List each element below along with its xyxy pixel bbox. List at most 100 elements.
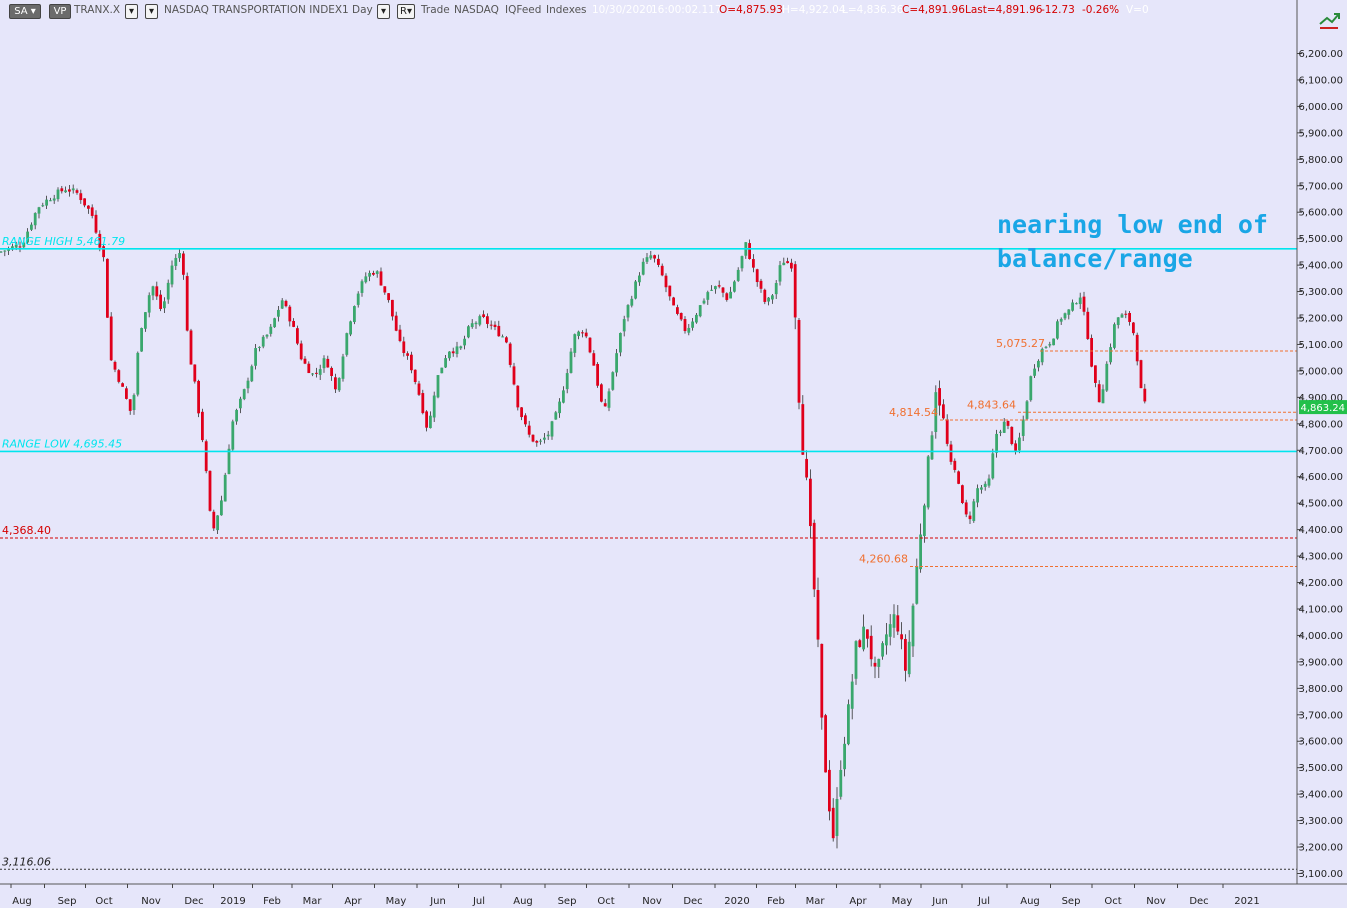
candle <box>1025 399 1029 420</box>
candle-body <box>117 370 121 382</box>
x-tick-label: 2019 <box>220 896 245 907</box>
candle-body <box>459 346 463 349</box>
x-tick-label: 2021 <box>1234 896 1259 907</box>
candle-body <box>869 635 873 660</box>
candle <box>1113 322 1116 350</box>
time-axis[interactable]: Aug Sep Oct Nov Dec 2019 Feb Mar Apr May Jun Jul Aug… <box>0 883 1347 907</box>
candle <box>432 391 436 422</box>
candle-body <box>1097 384 1101 403</box>
candle-body <box>470 323 474 328</box>
candle-body <box>33 213 37 226</box>
candle <box>790 258 793 272</box>
level-4814-group[interactable]: 4,814.54 <box>889 406 1297 421</box>
candle-body <box>30 224 33 230</box>
r-button[interactable]: R▾ <box>397 4 415 19</box>
candle <box>744 242 748 259</box>
candle <box>193 364 197 384</box>
candle-body <box>102 246 105 258</box>
candle <box>493 321 497 331</box>
candle-body <box>1120 314 1124 318</box>
range-high-group[interactable]: RANGE HIGH 5,461.79 <box>0 235 1297 250</box>
candle <box>1029 375 1033 402</box>
candle <box>786 257 789 264</box>
candle-body <box>106 258 109 318</box>
candle-body <box>904 638 907 671</box>
candle-body <box>554 412 558 420</box>
y-tick-label: 4,900.00 <box>1298 393 1343 404</box>
candle <box>444 354 447 369</box>
candle <box>1139 359 1143 389</box>
candle <box>664 273 668 293</box>
level-4260-group[interactable]: 4,260.68 <box>859 552 1297 567</box>
candle <box>987 474 991 488</box>
candle-body <box>774 282 778 295</box>
level-3116-group[interactable]: 3,116.06 <box>0 855 1297 870</box>
candle-body <box>565 373 569 390</box>
candle-body <box>231 421 235 450</box>
sa-button[interactable]: SA ▾ <box>9 4 41 19</box>
candle <box>208 470 212 512</box>
candle-body <box>486 316 489 324</box>
candle <box>603 398 607 407</box>
candle <box>356 291 360 308</box>
candle <box>501 334 504 338</box>
candle <box>531 434 535 443</box>
candle-body <box>736 269 740 281</box>
candle-body <box>885 634 888 646</box>
candle-body <box>630 298 634 306</box>
candle-body <box>1021 419 1025 436</box>
candle <box>22 237 26 249</box>
candle <box>930 431 934 461</box>
candle <box>68 184 71 197</box>
candle <box>801 395 805 456</box>
candle <box>223 472 227 502</box>
candle <box>147 292 151 318</box>
candle <box>573 333 577 358</box>
candle <box>679 312 683 322</box>
candle <box>923 503 926 543</box>
candle <box>326 355 330 368</box>
candle <box>204 439 208 474</box>
candle <box>1128 311 1131 326</box>
candle-body <box>26 231 29 243</box>
candle-body <box>425 411 428 428</box>
candle-body <box>592 353 596 366</box>
y-tick-label: 5,800.00 <box>1298 155 1343 166</box>
candle-body <box>52 198 56 201</box>
level-4843-group[interactable]: 4,843.64 <box>967 398 1297 413</box>
drawing-tool-icon[interactable] <box>1319 13 1340 29</box>
vp-button[interactable]: VP <box>49 4 71 19</box>
name-dropdown-icon[interactable]: ▾ <box>145 4 158 19</box>
candle <box>1109 343 1112 365</box>
candle-body <box>261 336 265 347</box>
candle-body <box>926 456 930 508</box>
candle-body <box>839 769 843 797</box>
interval-dropdown-icon[interactable]: ▾ <box>377 4 390 19</box>
x-tick-label: Jul <box>472 896 485 907</box>
candle <box>657 254 660 268</box>
range-low-group[interactable]: RANGE LOW 4,695.45 <box>0 437 1297 453</box>
level-4368-group[interactable]: 4,368.40 <box>0 524 1297 539</box>
candle <box>619 332 622 357</box>
level-5075-label: 5,075.27 <box>996 337 1045 350</box>
level-5075-group[interactable]: 5,075.27 <box>996 337 1297 352</box>
symbol-dropdown-icon[interactable]: ▾ <box>125 4 138 19</box>
candle <box>843 736 846 777</box>
candle <box>999 429 1002 437</box>
candle-body <box>1139 360 1143 389</box>
candle-body <box>448 351 451 359</box>
candle <box>653 254 656 263</box>
candle-body <box>151 286 155 296</box>
candle-body <box>364 276 368 283</box>
candle-body <box>489 324 493 326</box>
candle <box>615 349 618 377</box>
candle <box>1018 432 1021 454</box>
candle-body <box>888 624 892 637</box>
candle <box>592 350 596 366</box>
candle <box>896 605 900 636</box>
y-tick-label: 4,000.00 <box>1298 631 1343 642</box>
candle <box>1075 302 1078 305</box>
price-axis[interactable]: 3,100.00 3,200.00 3,300.00 3,400.00 3,500.00… <box>1296 0 1347 884</box>
candle-body <box>497 325 501 337</box>
